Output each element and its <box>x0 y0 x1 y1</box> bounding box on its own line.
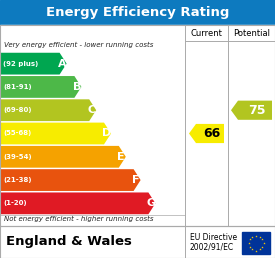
Polygon shape <box>0 53 67 75</box>
Polygon shape <box>0 146 126 168</box>
Text: EU Directive: EU Directive <box>190 232 237 241</box>
Polygon shape <box>0 76 81 98</box>
Text: (81-91): (81-91) <box>3 84 32 90</box>
Text: C: C <box>88 105 96 115</box>
Bar <box>0 226 275 258</box>
Text: (21-38): (21-38) <box>3 177 32 183</box>
Text: England & Wales: England & Wales <box>6 236 132 248</box>
Text: E: E <box>117 152 125 162</box>
Bar <box>0 25 275 226</box>
Polygon shape <box>189 124 224 143</box>
Text: Very energy efficient - lower running costs: Very energy efficient - lower running co… <box>4 42 153 48</box>
Text: Energy Efficiency Rating: Energy Efficiency Rating <box>46 6 229 19</box>
Text: B: B <box>73 82 81 92</box>
Text: F: F <box>132 175 140 185</box>
Text: 2002/91/EC: 2002/91/EC <box>190 243 234 252</box>
Polygon shape <box>0 123 111 144</box>
Text: Current: Current <box>191 28 222 37</box>
Polygon shape <box>0 192 155 214</box>
Text: (1-20): (1-20) <box>3 200 27 206</box>
Bar <box>0 25 275 41</box>
Text: Potential: Potential <box>233 28 270 37</box>
Text: Not energy efficient - higher running costs: Not energy efficient - higher running co… <box>4 216 153 222</box>
Polygon shape <box>0 99 96 121</box>
Text: (69-80): (69-80) <box>3 107 32 113</box>
Polygon shape <box>0 169 141 191</box>
Text: D: D <box>102 128 111 139</box>
Text: 75: 75 <box>248 104 266 117</box>
Text: A: A <box>58 59 67 69</box>
Text: 66: 66 <box>204 127 221 140</box>
Bar <box>242 232 270 254</box>
Bar <box>0 0 275 25</box>
Polygon shape <box>231 101 272 120</box>
Text: G: G <box>146 198 155 208</box>
Text: (55-68): (55-68) <box>3 131 31 136</box>
Text: (92 plus): (92 plus) <box>3 61 38 67</box>
Text: (39-54): (39-54) <box>3 154 32 160</box>
